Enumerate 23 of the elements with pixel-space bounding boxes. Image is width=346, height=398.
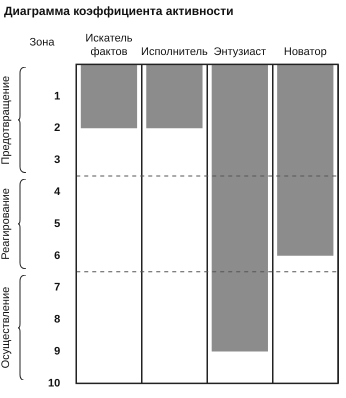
y-tick-label: 10 [48, 377, 60, 390]
text: Осуществление [0, 286, 12, 368]
bar [146, 64, 203, 128]
x-tick-label: Искатель фактов [85, 32, 133, 58]
y-tick-label: 4 [54, 186, 62, 198]
y-axis-title: Зона [30, 36, 56, 48]
y-tick-label: 2 [54, 122, 60, 134]
x-tick-label: Новатор [284, 46, 327, 58]
y-tick-label: 1 [54, 90, 60, 102]
text: Реагирование [0, 188, 12, 260]
x-tick-label: Энтузиаст [214, 46, 266, 58]
x-tick-label: Исполнитель [141, 46, 208, 58]
y-tick-label: 5 [54, 218, 60, 230]
y-tick-label: 8 [54, 314, 60, 326]
bar [277, 64, 334, 256]
y-tick-label: 3 [54, 154, 60, 166]
y-tick-label: 9 [54, 346, 60, 358]
bar [212, 64, 268, 352]
y-tick-label: 6 [54, 250, 60, 262]
text: Предотвращение [0, 76, 12, 165]
bar [80, 64, 138, 128]
y-tick-label: 7 [54, 282, 60, 294]
chart-title: Диаграмма коэффициента активности [4, 4, 234, 18]
